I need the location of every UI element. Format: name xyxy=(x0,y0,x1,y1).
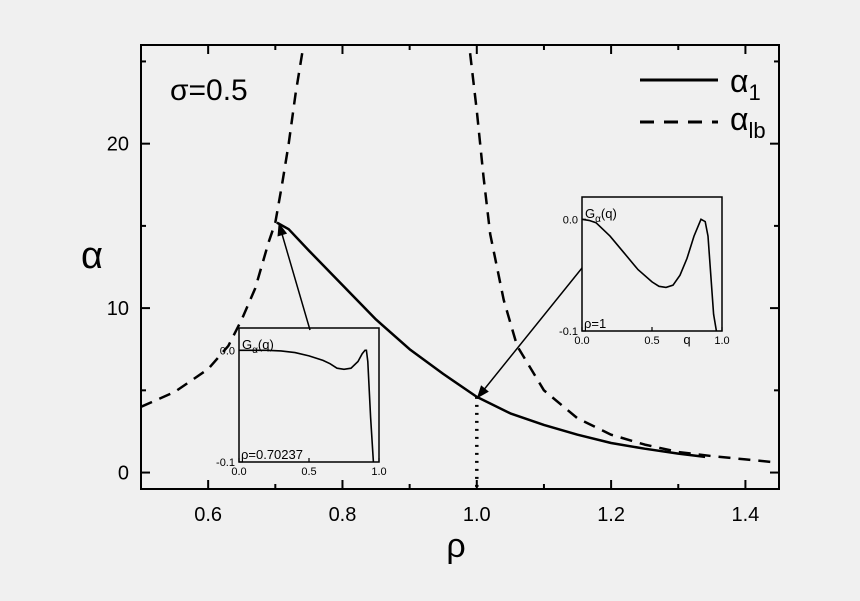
inset-y-tick-label: 0.0 xyxy=(220,345,235,357)
y-tick-label: 20 xyxy=(107,134,129,156)
arrows-layer xyxy=(277,222,583,400)
main-plot: 0.6 0.8 1.0 1.2 1.4 0 10 20 xyxy=(107,44,780,526)
series-layer xyxy=(140,52,780,489)
inset-ylabel-part: α xyxy=(595,214,601,225)
arrow-head-0 xyxy=(277,222,288,237)
inset-ylabel: Gα(q) xyxy=(585,206,617,225)
legend-sub-1: 1 xyxy=(749,80,761,105)
arrow-line-0 xyxy=(277,222,311,331)
inset-y-tick-label: -0.1 xyxy=(559,326,578,338)
inset-ylabel-part: G xyxy=(585,206,595,221)
x-tick-label: 1.2 xyxy=(597,504,625,526)
inset-y-tick-label: 0.0 xyxy=(563,214,578,226)
x-tick-label: 1.0 xyxy=(463,504,491,526)
arrow-head-1 xyxy=(476,385,489,399)
legend-alpha-2: α xyxy=(730,101,749,137)
inset-ylabel-part: (q) xyxy=(258,337,274,352)
inset-xlabel: q xyxy=(683,332,690,347)
inset-x-tick-label: 0.5 xyxy=(644,335,659,347)
y-tick-label: 0 xyxy=(118,463,129,485)
inset-x-tick-label: 1.0 xyxy=(714,335,729,347)
plot-frame xyxy=(140,44,780,490)
inset-curve xyxy=(581,218,718,332)
inset-x-tick-label: 0.5 xyxy=(301,466,316,478)
inset-annotation: ρ=1 xyxy=(584,316,606,331)
legend-label-alpha1: α1 xyxy=(730,63,761,105)
x-axis-label: ρ xyxy=(446,527,465,565)
sigma-annotation: σ=0.5 xyxy=(170,74,248,107)
legend: α1 αlb xyxy=(640,63,766,143)
y-tick-label: 10 xyxy=(107,298,129,320)
inset-x-tick-label: 0.0 xyxy=(231,466,246,478)
series-dashed-1 xyxy=(140,52,304,408)
inset-frame xyxy=(581,196,723,332)
legend-label-alphalb: αlb xyxy=(730,101,766,143)
inset-x-tick-label: 0.0 xyxy=(574,335,589,347)
inset-curve xyxy=(239,349,375,463)
inset-ylabel-part: (q) xyxy=(601,206,617,221)
legend-alpha-1: α xyxy=(730,63,749,99)
x-tick-label: 0.6 xyxy=(194,504,222,526)
inset-0: 0.0 0.5 1.00.0-0.1Gα(q)ρ=0.70237 xyxy=(216,327,387,478)
inset-annotation: ρ=0.70237 xyxy=(241,447,303,462)
y-axis-label: α xyxy=(81,235,103,277)
x-tick-label: 1.4 xyxy=(732,504,760,526)
legend-sub-2: lb xyxy=(749,118,766,143)
inset-x-tick-label: 1.0 xyxy=(371,466,386,478)
inset-1: 0.0 0.5 1.00.0-0.1Gα(q)ρ=1q xyxy=(559,196,730,347)
series-dashed-2 xyxy=(468,53,780,464)
arrow-line-1 xyxy=(476,267,583,400)
inset-ylabel: Gα(q) xyxy=(242,337,274,356)
inset-y-tick-label: -0.1 xyxy=(216,457,235,469)
inset-ylabel-part: α xyxy=(252,345,258,356)
x-tick-label: 0.8 xyxy=(329,504,357,526)
inset-ylabel-part: G xyxy=(242,337,252,352)
